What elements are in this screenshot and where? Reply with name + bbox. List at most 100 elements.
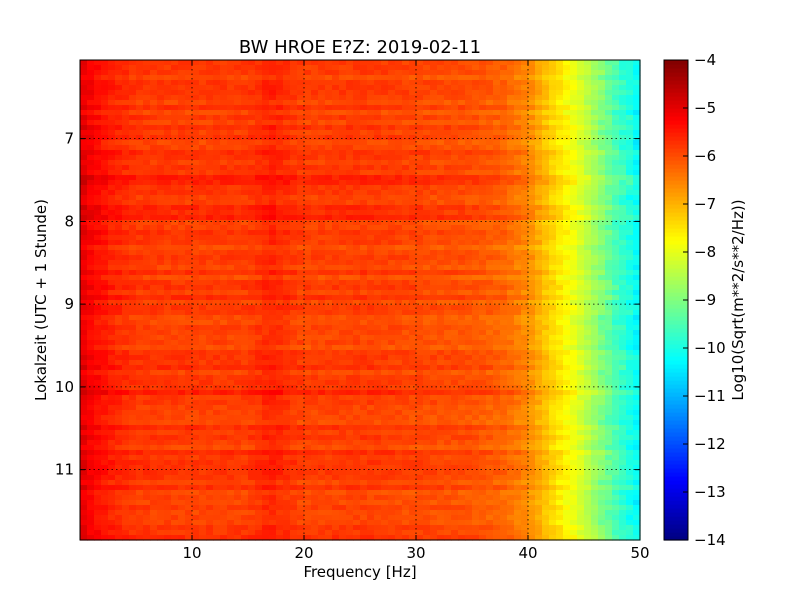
heatmap-cell [80,350,88,356]
heatmap-cell [248,295,256,301]
heatmap-cell [472,220,480,226]
heatmap-cell [514,110,522,116]
heatmap-cell [591,170,599,176]
heatmap-cell [108,335,116,341]
heatmap-cell [451,210,459,216]
heatmap-cell [199,180,207,186]
heatmap-cell [150,135,158,141]
heatmap-cell [283,320,291,326]
heatmap-cell [94,340,102,346]
heatmap-cell [430,250,438,256]
heatmap-cell [437,350,445,356]
heatmap-cell [563,100,571,106]
heatmap-cell [164,350,172,356]
heatmap-cell [577,190,585,196]
heatmap-cell [262,145,270,151]
heatmap-cell [437,170,445,176]
heatmap-cell [318,275,326,281]
heatmap-cell [290,185,298,191]
heatmap-cell [437,340,445,346]
heatmap-cell [332,80,340,86]
heatmap-cell [388,145,396,151]
heatmap-cell [444,205,452,211]
heatmap-cell [192,310,200,316]
heatmap-cell [192,260,200,266]
heatmap-cell [122,85,130,91]
heatmap-cell [115,330,123,336]
heatmap-cell [318,305,326,311]
heatmap-cell [136,335,144,341]
heatmap-cell [304,300,312,306]
heatmap-cell [318,145,326,151]
heatmap-cell [206,105,214,111]
heatmap-cell [367,105,375,111]
heatmap-cell [367,110,375,116]
heatmap-cell [360,345,368,351]
heatmap-cell [514,360,522,366]
heatmap-cell [185,110,193,116]
heatmap-cell [458,285,466,291]
heatmap-cell [605,80,613,86]
heatmap-cell [248,360,256,366]
heatmap-cell [535,195,543,201]
heatmap-cell [430,350,438,356]
heatmap-cell [248,90,256,96]
heatmap-cell [528,335,536,341]
heatmap-cell [493,110,501,116]
heatmap-cell [164,180,172,186]
heatmap-cell [339,245,347,251]
heatmap-cell [143,240,151,246]
heatmap-cell [556,120,564,126]
heatmap-cell [598,130,606,136]
heatmap-cell [108,95,116,101]
heatmap-cell [108,165,116,171]
heatmap-cell [164,315,172,321]
heatmap-cell [444,125,452,131]
heatmap-cell [220,260,228,266]
heatmap-cell [521,140,529,146]
heatmap-cell [234,280,242,286]
heatmap-cell [514,320,522,326]
heatmap-cell [150,180,158,186]
heatmap-cell [220,365,228,371]
heatmap-cell [87,90,95,96]
heatmap-cell [507,175,515,181]
heatmap-cell [185,85,193,91]
heatmap-cell [528,340,536,346]
heatmap-cell [612,205,620,211]
heatmap-cell [185,355,193,361]
heatmap-cell [157,110,165,116]
heatmap-cell [157,125,165,131]
heatmap-cell [353,255,361,261]
heatmap-cell [486,245,494,251]
heatmap-cell [262,290,270,296]
heatmap-cell [584,230,592,236]
heatmap-cell [367,150,375,156]
heatmap-cell [206,190,214,196]
heatmap-cell [122,240,130,246]
heatmap-cell [437,195,445,201]
heatmap-cell [479,240,487,246]
heatmap-cell [542,305,550,311]
heatmap-cell [570,60,578,66]
heatmap-cell [206,270,214,276]
heatmap-cell [262,310,270,316]
heatmap-cell [444,300,452,306]
heatmap-cell [507,295,515,301]
heatmap-cell [332,275,340,281]
heatmap-cell [437,110,445,116]
heatmap-cell [514,270,522,276]
heatmap-cell [367,275,375,281]
heatmap-cell [311,355,319,361]
heatmap-cell [570,210,578,216]
heatmap-cell [171,345,179,351]
heatmap-cell [276,300,284,306]
heatmap-cell [549,110,557,116]
heatmap-cell [605,325,613,331]
heatmap-cell [591,280,599,286]
heatmap-cell [178,235,186,241]
heatmap-cell [87,215,95,221]
heatmap-cell [227,175,235,181]
heatmap-cell [521,170,529,176]
heatmap-cell [612,60,620,66]
